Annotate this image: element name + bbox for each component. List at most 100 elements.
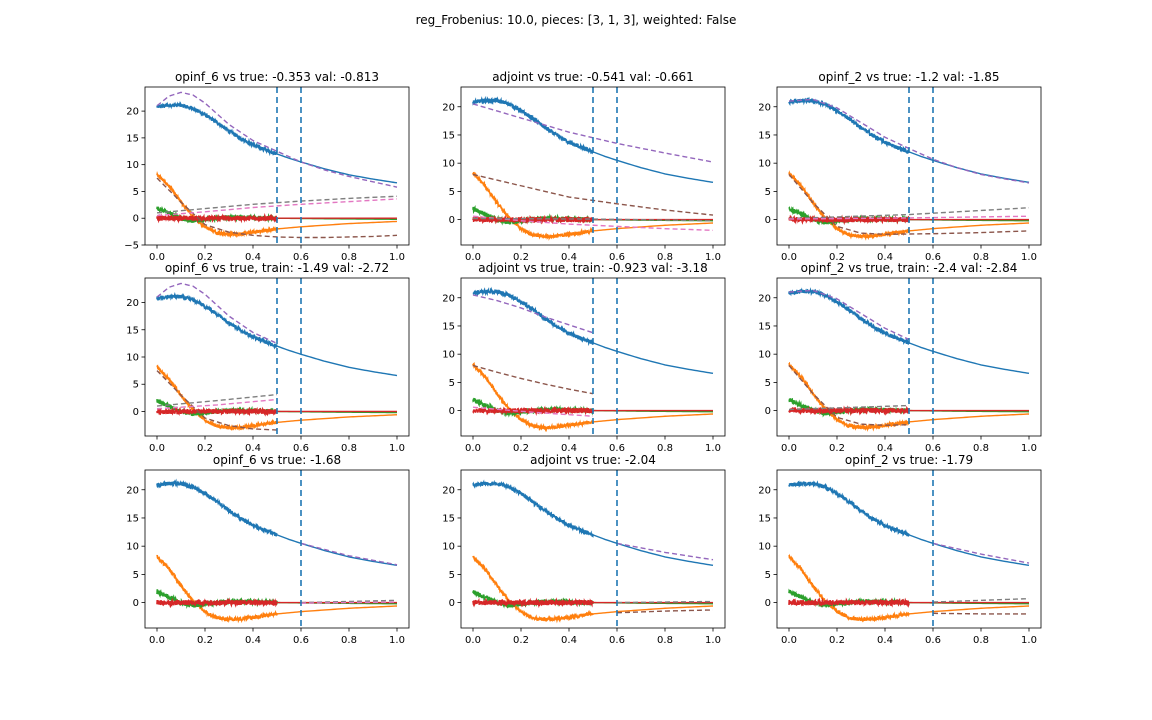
x-tick-label: 0.8 xyxy=(657,252,673,263)
y-tick-label: 10 xyxy=(442,350,455,361)
x-tick-label: 0.2 xyxy=(829,443,845,454)
x-tick-label: 1.0 xyxy=(389,443,405,454)
y-tick-label: 15 xyxy=(126,513,139,524)
y-tick-label: 0 xyxy=(133,407,139,418)
y-tick-label: 10 xyxy=(442,542,455,553)
true-series-0-line xyxy=(908,342,1030,375)
dashed-prediction-2 xyxy=(472,406,594,417)
x-tick-label: 1.0 xyxy=(1021,443,1037,454)
y-tick-label: 5 xyxy=(449,570,455,581)
dashed-prediction-3 xyxy=(156,398,278,410)
x-tick-label: 0.4 xyxy=(245,443,261,454)
y-tick-label: 5 xyxy=(133,380,139,391)
axes-frame xyxy=(460,86,726,246)
subplot-title: opinf_6 vs true, train: -1.49 val: -2.72 xyxy=(165,261,389,275)
x-tick-label: 0.2 xyxy=(829,252,845,263)
y-tick-label: 0 xyxy=(765,215,771,226)
true-series-1-line xyxy=(592,605,714,615)
x-tick-label: 0.6 xyxy=(293,635,309,646)
x-tick-label: 0.4 xyxy=(877,252,893,263)
dashed-prediction-2 xyxy=(300,601,398,604)
y-tick-label: 5 xyxy=(449,187,455,198)
x-tick-label: 0.2 xyxy=(513,443,529,454)
x-tick-label: 0.6 xyxy=(925,635,941,646)
x-tick-label: 0.0 xyxy=(781,252,797,263)
plot-area xyxy=(788,87,1030,245)
y-tick-label: 15 xyxy=(126,133,139,144)
true-series-1-noisy xyxy=(788,170,910,241)
x-tick-label: 0.2 xyxy=(513,635,529,646)
x-tick-label: 1.0 xyxy=(705,635,721,646)
true-series-3-noisy xyxy=(156,406,278,417)
plot-area xyxy=(156,278,398,436)
dashed-prediction-3 xyxy=(156,198,398,217)
y-tick-label: 20 xyxy=(126,485,139,496)
y-tick-label: 15 xyxy=(758,513,771,524)
dashed-prediction-2 xyxy=(156,393,278,407)
x-tick-label: 0.8 xyxy=(657,635,673,646)
subplot-5: 0.0 0.2 0.4 0.6 0.8 1.0 0 5 10 15 20 adjoint vs tru… xyxy=(442,261,726,454)
subplot-title: adjoint vs true, train: -0.923 val: -3.1… xyxy=(478,261,708,275)
y-tick-label: 5 xyxy=(765,187,771,198)
x-tick-label: 0.4 xyxy=(561,252,577,263)
y-tick-label: 20 xyxy=(758,485,771,496)
dashed-prediction-2 xyxy=(616,600,714,604)
y-tick-label: 15 xyxy=(126,325,139,336)
y-tick-label: 10 xyxy=(758,542,771,553)
y-tick-label: 15 xyxy=(758,321,771,332)
subplot-6: 0.0 0.2 0.4 0.6 0.8 1.0 0 5 10 15 20 opinf_2 vs tru… xyxy=(758,261,1042,454)
x-tick-label: 0.2 xyxy=(197,443,213,454)
axes-frame xyxy=(776,86,1042,246)
figure-suptitle: reg_Frobenius: 10.0, pieces: [3, 1, 3], … xyxy=(416,13,737,27)
subplot-7: 0.0 0.2 0.4 0.6 0.8 1.0 0 5 10 15 20 opinf_6 vs tru… xyxy=(126,453,410,646)
y-tick-label: 20 xyxy=(126,298,139,309)
y-tick-label: 20 xyxy=(758,102,771,113)
y-tick-label: 15 xyxy=(442,513,455,524)
axes-frame xyxy=(144,469,410,629)
subplot-9: 0.0 0.2 0.4 0.6 0.8 1.0 0 5 10 15 20 opinf_2 vs tru… xyxy=(758,453,1042,646)
plot-area xyxy=(156,87,398,245)
dashed-prediction-2 xyxy=(788,207,1030,220)
x-tick-label: 0.6 xyxy=(609,443,625,454)
true-series-0-noisy xyxy=(788,480,910,537)
x-tick-label: 0.0 xyxy=(465,443,481,454)
subplot-title: opinf_6 vs true: -1.68 xyxy=(213,453,341,467)
dashed-prediction-0 xyxy=(472,294,594,334)
true-series-1-noisy xyxy=(788,553,910,623)
true-series-1-line xyxy=(276,605,398,615)
x-tick-label: 0.8 xyxy=(341,635,357,646)
dashed-prediction-0 xyxy=(300,542,398,566)
y-tick-label: 20 xyxy=(442,485,455,496)
x-tick-label: 0.4 xyxy=(561,635,577,646)
subplot-3: 0.0 0.2 0.4 0.6 0.8 1.0 0 5 10 15 20 opinf_2 vs tru… xyxy=(758,70,1042,263)
true-series-0-noisy xyxy=(472,479,594,538)
x-tick-label: 0.6 xyxy=(609,252,625,263)
y-tick-label: 5 xyxy=(449,378,455,389)
axes-frame xyxy=(776,469,1042,629)
true-series-0-line xyxy=(276,153,398,184)
true-series-0-noisy xyxy=(472,286,594,347)
dashed-prediction-1 xyxy=(616,609,714,614)
axes-grid: 0.0 0.2 0.4 0.6 0.8 1.0 −5 0 5 10 15 20 opinf_6 vs t… xyxy=(124,70,1042,646)
dashed-prediction-0 xyxy=(932,542,1030,564)
true-series-1-line xyxy=(908,413,1030,423)
dashed-prediction-0 xyxy=(788,289,910,341)
dashed-prediction-0 xyxy=(616,542,714,561)
y-tick-label: 20 xyxy=(126,107,139,118)
y-tick-label: 15 xyxy=(442,321,455,332)
true-series-1-line xyxy=(276,220,398,230)
true-series-0-noisy xyxy=(156,292,278,350)
true-series-1-noisy xyxy=(156,554,278,624)
true-series-0-line xyxy=(908,534,1030,567)
x-tick-label: 0.0 xyxy=(465,252,481,263)
y-tick-label: 10 xyxy=(126,542,139,553)
true-series-1-noisy xyxy=(156,364,278,431)
x-tick-label: 0.0 xyxy=(149,635,165,646)
plot-area xyxy=(788,470,1030,628)
true-series-1-line xyxy=(592,222,714,232)
x-tick-label: 1.0 xyxy=(1021,252,1037,263)
y-tick-label: 20 xyxy=(442,293,455,304)
y-tick-label: 10 xyxy=(758,350,771,361)
true-series-1-noisy xyxy=(788,362,910,432)
